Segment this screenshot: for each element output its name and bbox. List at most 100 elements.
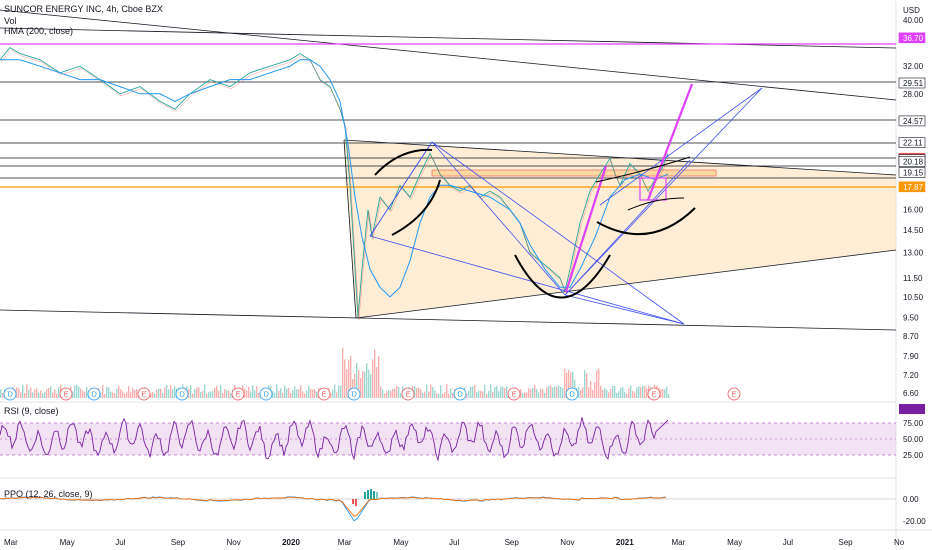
price-tag-2: 24.57: [903, 117, 924, 126]
time-tick-10: Nov: [560, 538, 574, 547]
trendline-upper-2: [0, 27, 897, 49]
symbol-title: SUNCOR ENERGY INC, 4h, Cboe BZX: [4, 4, 163, 14]
ppo-tick-0: 0.00: [903, 495, 919, 504]
event-marker-3[interactable]: [137, 387, 151, 401]
price-tag-bg-0: [898, 32, 926, 44]
vol-label: Vol: [4, 16, 17, 26]
ppo-tick-1: -20.00: [903, 517, 926, 526]
event-marker-14[interactable]: [727, 387, 741, 401]
price-tag-bg-3: [898, 137, 926, 148]
time-tick-16: No: [894, 538, 905, 547]
currency-label: USD: [903, 6, 920, 15]
magenta-leg-2: [646, 83, 694, 201]
rsi-axis: 75.00 50.00 25.00: [899, 404, 925, 460]
magenta-box: [639, 177, 667, 201]
price-tick-5: 13.00: [903, 249, 924, 258]
price-tick-3: 16.00: [903, 206, 924, 215]
ppo-signal-line: [0, 496, 667, 517]
event-marker-label-14: E: [732, 392, 737, 399]
event-marker-label-3: E: [142, 392, 147, 399]
price-tick-9: 8.70: [903, 332, 919, 341]
event-marker-12[interactable]: [565, 387, 579, 401]
time-tick-4: Nov: [227, 538, 241, 547]
event-marker-2[interactable]: [87, 387, 101, 401]
price-tag-7: 19.15: [903, 169, 924, 178]
price-tag-bg-2: [898, 115, 926, 127]
triangle-edge-left: [343, 139, 357, 319]
price-tag-bg-7: [898, 167, 926, 178]
ppo-label: PPO (12, 26, close, 9): [4, 489, 93, 499]
event-marker-8[interactable]: [347, 387, 361, 401]
price-tag-0: 36.70: [903, 34, 924, 43]
event-marker-7[interactable]: [317, 387, 331, 401]
price-tag-1: 29.51: [903, 79, 924, 88]
resistance-box: [431, 169, 717, 177]
price-line: [0, 47, 669, 318]
time-tick-5: 2020: [282, 538, 300, 547]
rsi-line: [0, 417, 669, 462]
price-tick-6: 11.50: [903, 274, 923, 283]
magenta-leg-1: [564, 165, 608, 293]
price-tick-12: 6.60: [903, 389, 919, 398]
event-marker-label-10: D: [458, 392, 463, 399]
ppo-histogram: [352, 489, 378, 506]
price-line-shadow: [0, 49, 670, 320]
event-marker-9[interactable]: [401, 387, 415, 401]
event-marker-4[interactable]: [175, 387, 189, 401]
event-marker-label-8: D: [352, 392, 357, 399]
price-tag-bg-6: [898, 156, 926, 167]
event-marker-label-7: E: [322, 392, 327, 399]
price-tick-2: 28.00: [903, 90, 924, 99]
event-marker-13[interactable]: [647, 387, 661, 401]
event-marker-label-11: E: [512, 392, 517, 399]
price-tag-6: 20.18: [903, 158, 924, 167]
rsi-tick-2: 25.00: [903, 451, 924, 460]
event-marker-label-4: D: [180, 392, 185, 399]
event-marker-5[interactable]: [231, 387, 245, 401]
time-tick-11: 2021: [616, 538, 634, 547]
price-tick-10: 7.90: [903, 352, 919, 361]
time-tick-9: Sep: [505, 538, 520, 547]
time-axis: Mar May Jul Sep Nov 2020 Mar May Jul Sep Nov 2021 Ma…: [4, 538, 905, 547]
event-marker-label-12: D: [570, 392, 575, 399]
time-tick-2: Jul: [115, 538, 125, 547]
ppo-axis: 0.00 -20.00: [903, 495, 926, 526]
rsi-label: RSI (9, close): [4, 406, 59, 416]
event-marker-label-6: D: [264, 392, 269, 399]
event-marker-6[interactable]: [259, 387, 273, 401]
hma-label: HMA (200, close): [4, 26, 74, 36]
price-tick-0: 40.00: [903, 16, 924, 25]
event-marker-label-1: E: [64, 392, 69, 399]
trendline-lower: [0, 309, 897, 331]
time-tick-1: May: [60, 538, 75, 547]
pattern-lines: [369, 87, 763, 325]
event-marker-0[interactable]: [3, 387, 17, 401]
rsi-tick-1: 50.00: [903, 435, 924, 444]
price-tag-bg-1: [898, 77, 926, 89]
price-tick-4: 14.50: [903, 226, 924, 235]
time-tick-0: Mar: [4, 538, 18, 547]
event-marker-10[interactable]: [453, 387, 467, 401]
event-marker-1[interactable]: [59, 387, 73, 401]
event-marker-label-9: E: [406, 392, 411, 399]
time-tick-8: Jul: [449, 538, 459, 547]
time-tick-6: Mar: [338, 538, 352, 547]
rsi-last-tag: [899, 404, 925, 414]
price-tick-7: 10.50: [903, 293, 924, 302]
event-marker-11[interactable]: [507, 387, 521, 401]
triangle-pattern-zone: [344, 140, 896, 318]
triangle-edge-bottom: [355, 249, 897, 319]
hma-line: [0, 59, 669, 298]
time-tick-14: Jul: [783, 538, 793, 547]
time-tick-13: May: [727, 538, 742, 547]
time-tick-12: Mar: [672, 538, 686, 547]
price-tick-1: 32.00: [903, 62, 924, 71]
price-axis: 40.00 32.00 28.00 16.00 14.50 13.00 11.50 10.50…: [903, 16, 924, 398]
time-tick-15: Sep: [838, 538, 853, 547]
triangle-edge-top: [343, 139, 897, 176]
trendline-upper: [0, 9, 897, 101]
time-tick-7: May: [393, 538, 408, 547]
cup-arcs: [374, 148, 696, 299]
